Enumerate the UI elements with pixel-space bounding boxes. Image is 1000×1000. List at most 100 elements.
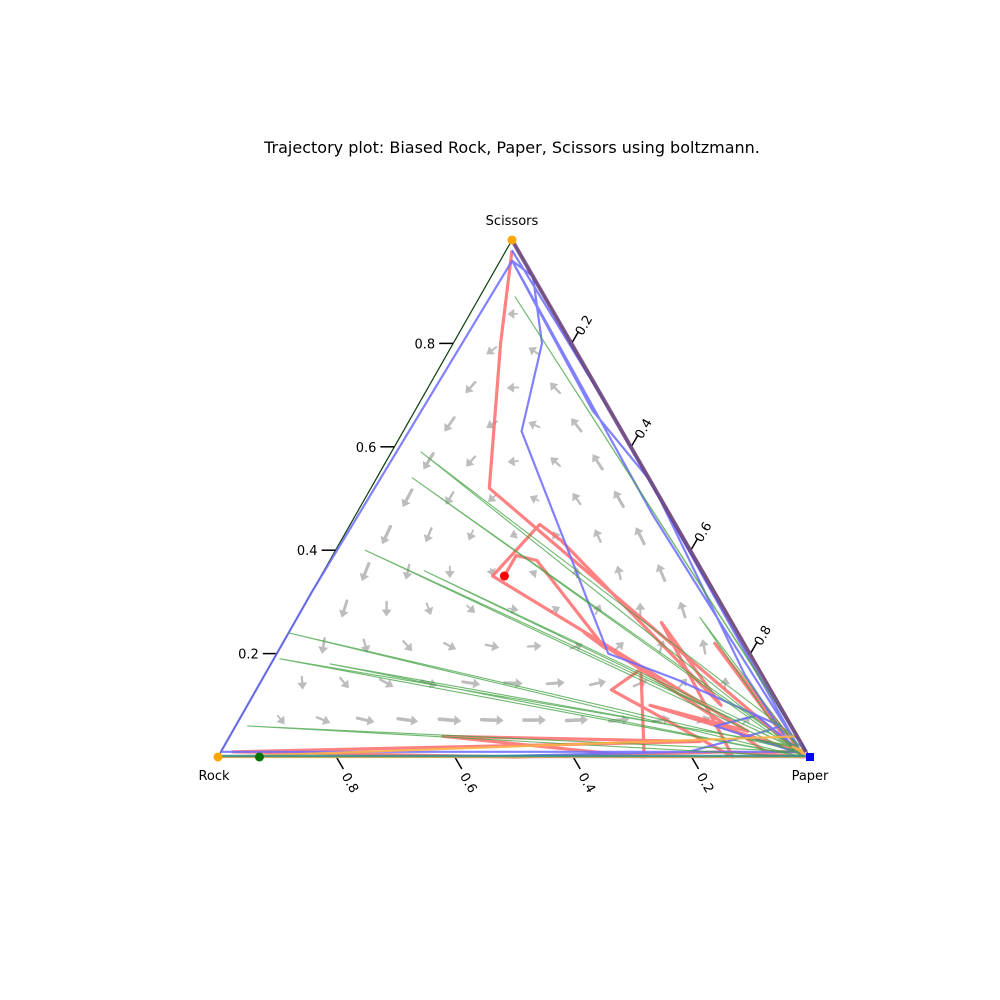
tick-rock-axis (572, 756, 581, 770)
quiver-arrow-head (580, 714, 589, 725)
quiver-arrow-head (487, 493, 497, 502)
tick-paper-axis (690, 537, 699, 551)
quiver-arrow-head (423, 606, 434, 616)
quiver-arrow-head (486, 346, 495, 355)
corner-label-paper: Paper (792, 769, 829, 784)
quiver-arrow-head (338, 609, 349, 618)
quiver-arrow-head (340, 679, 349, 689)
quiver-arrow-head (491, 641, 500, 652)
quiver-arrow-shaft (658, 567, 667, 583)
quiver-arrow-head (507, 308, 515, 319)
quiver-arrow-head (466, 604, 476, 613)
tick-paper-axis (570, 331, 580, 344)
corner-label-scissors: Scissors (486, 214, 539, 229)
start-marker-series-1 (806, 753, 814, 761)
chart-title: Trajectory plot: Biased Rock, Paper, Sci… (263, 138, 760, 157)
quiver-arrow-shaft (396, 717, 415, 723)
quiver-arrow-shaft (341, 599, 349, 615)
quiver-arrow-head (466, 532, 477, 541)
quiver-arrow-head (593, 529, 603, 538)
quiver-arrow-shaft (362, 562, 371, 579)
quiver-arrow-head (496, 715, 504, 726)
quiver-arrow-head (402, 571, 413, 580)
start-marker-series-3 (507, 235, 517, 245)
tick-label-rock-axis: 0.4 (575, 771, 598, 796)
quiver-arrow-head (447, 641, 457, 651)
quiver-arrow-head (428, 678, 438, 689)
quiver-arrow-head (613, 490, 622, 500)
quiver-arrow-head (592, 454, 601, 463)
quiver-arrow-head (598, 678, 607, 688)
quiver-arrow-shaft (445, 416, 456, 429)
tick-label-rock-axis: 0.6 (456, 771, 479, 796)
quiver-arrow-shaft (461, 680, 477, 686)
quiver-arrow-head (507, 456, 516, 467)
quiver-arrow-shaft (479, 717, 501, 723)
quiver-arrow-shaft (564, 718, 585, 723)
quiver-arrow-head (276, 715, 285, 725)
quiver-arrow-shaft (593, 456, 604, 471)
quiver-arrow-head (401, 498, 411, 508)
tick-label-scissors-axis: 0.2 (238, 648, 259, 663)
quiver-arrow-head (557, 678, 565, 689)
quiver-arrow-shaft (615, 493, 625, 509)
tick-label-scissors-axis: 0.8 (415, 337, 436, 352)
start-marker-series-0 (499, 571, 509, 581)
quiver-arrow-head (381, 609, 392, 617)
quiver-arrow-head (510, 604, 519, 614)
quiver-arrow-head (366, 715, 375, 726)
quiver-arrow-head (528, 347, 538, 356)
quiver-arrow-head (534, 641, 542, 652)
quiver-arrow-head (614, 565, 624, 574)
trajectories (216, 239, 812, 759)
quiver-arrow-head (403, 642, 413, 652)
quiver-arrow-head (720, 677, 731, 685)
quiver-arrow-shaft (503, 681, 520, 685)
trajectory-convergence-edge (510, 239, 808, 753)
quiver-arrow-head (380, 535, 390, 545)
quiver-arrow-head (465, 384, 474, 394)
quiver-arrow-head (297, 682, 308, 690)
quiver-arrow-head (472, 678, 481, 689)
start-markers (213, 235, 814, 762)
quiver-arrow-head (410, 715, 419, 726)
quiver-arrow-head (550, 457, 559, 466)
tick-paper-axis (630, 434, 639, 448)
quiver-arrow-head (549, 382, 559, 391)
quiver-arrow-head (465, 458, 475, 467)
quiver-arrow-head (615, 642, 624, 651)
tick-rock-axis (335, 756, 345, 770)
quiver-arrow-head (528, 420, 537, 430)
quiver-arrow-shaft (437, 717, 459, 723)
tick-rock-axis (454, 756, 463, 770)
quiver-arrow-head (506, 382, 515, 393)
quiver-arrow-head (655, 564, 666, 573)
quiver-arrow-head (528, 569, 537, 579)
quiver-arrow-head (453, 715, 462, 726)
quiver-arrow-head (551, 605, 561, 615)
quiver-arrow-head (698, 639, 709, 647)
quiver-arrow-head (422, 460, 432, 470)
quiver-arrow-head (444, 571, 455, 579)
quiver-arrow-head (321, 715, 331, 725)
quiver-arrow-head (529, 494, 539, 504)
tick-label-scissors-axis: 0.4 (297, 544, 318, 559)
quiver-arrow-head (571, 418, 580, 427)
quiver-arrow-head (635, 602, 646, 610)
tick-rock-axis (690, 756, 700, 770)
quiver-arrow-head (318, 646, 329, 654)
quiver-arrow-head (509, 529, 519, 539)
tick-paper-axis (749, 641, 759, 654)
corner-label-rock: Rock (198, 769, 230, 784)
tick-label-rock-axis: 0.2 (693, 771, 716, 796)
quiver-arrow-shaft (355, 716, 372, 723)
quiver-arrow-head (677, 601, 687, 610)
tick-label-scissors-axis: 0.6 (356, 441, 377, 456)
quiver-arrow-head (423, 534, 434, 543)
trajectory-series-1 (219, 249, 810, 759)
start-marker-series-2 (254, 752, 264, 762)
tick-label-rock-axis: 0.8 (338, 771, 361, 796)
quiver-arrow-shaft (382, 524, 393, 542)
